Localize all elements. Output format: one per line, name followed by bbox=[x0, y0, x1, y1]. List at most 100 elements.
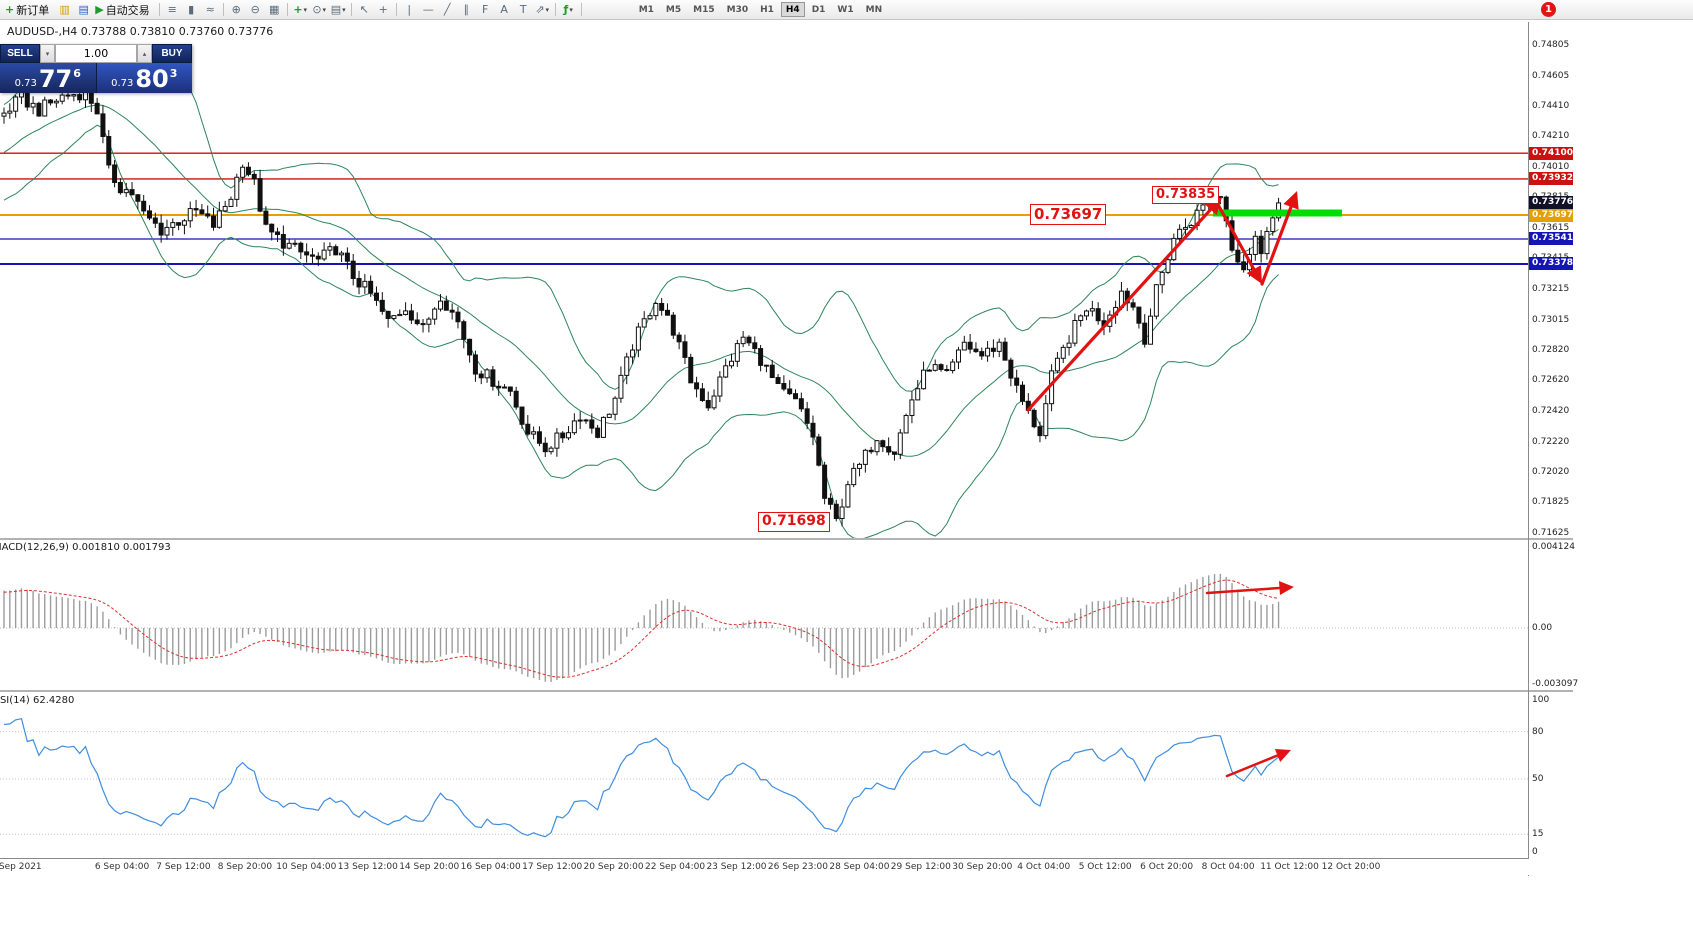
clock-icon: ⊙ bbox=[312, 3, 322, 16]
fibonacci-icon: F bbox=[482, 3, 489, 16]
panel-divider[interactable] bbox=[0, 690, 1573, 692]
bar-chart-button[interactable]: ≡ bbox=[163, 1, 182, 18]
profiles-button[interactable]: ▤ bbox=[74, 1, 93, 18]
timeframe-button-M5[interactable]: M5 bbox=[665, 4, 682, 15]
price-axis-label: 0.72620 bbox=[1532, 375, 1570, 386]
main-toolbar: + 新订单 ▥ ▤ ▶ 自动交易 ≡ ▮ ≈ ⊕ ⊖ ▦ bbox=[0, 0, 1693, 20]
price-axis-label: 0.74805 bbox=[1532, 40, 1570, 50]
price-axis-label: 0.72220 bbox=[1532, 436, 1570, 447]
price-chart[interactable] bbox=[0, 22, 1528, 540]
time-axis-label: 14 Sep 20:00 bbox=[399, 862, 460, 872]
sell-button[interactable]: SELL bbox=[0, 44, 40, 63]
buy-price-pipette: 3 bbox=[169, 67, 178, 80]
new-chart-button[interactable]: + ▾ bbox=[291, 1, 310, 18]
zoom-out-button[interactable]: ⊖ bbox=[246, 1, 265, 18]
rsi-axis-level: 50 bbox=[1532, 774, 1544, 784]
price-marker-resistance-line: 0.74100 bbox=[1529, 146, 1573, 160]
price-axis: 0.748050.746050.744100.742100.740100.738… bbox=[1529, 0, 1578, 945]
vertical-line-button[interactable]: | bbox=[400, 1, 419, 18]
trendline-button[interactable]: ╱ bbox=[438, 1, 457, 18]
arrow-tools-button[interactable]: ⇗ ▾ bbox=[533, 1, 552, 18]
notification-badge[interactable]: 1 bbox=[1541, 2, 1556, 17]
buy-price-prefix: 0.73 bbox=[111, 78, 134, 89]
rsi-panel[interactable] bbox=[0, 692, 1528, 858]
cursor-icon: ↖ bbox=[359, 3, 369, 16]
toolbar-separator bbox=[222, 3, 224, 16]
price-callout-0.71698[interactable]: 0.71698 bbox=[758, 512, 830, 532]
panel-divider[interactable] bbox=[0, 538, 1573, 540]
time-axis-label: 30 Sep 20:00 bbox=[952, 862, 1013, 872]
new-order-button[interactable]: + 新订单 bbox=[3, 1, 55, 18]
timeframe-button-M30[interactable]: M30 bbox=[726, 4, 749, 15]
chart-window-button[interactable]: ▥ bbox=[55, 1, 74, 18]
rsi-value: 62.4280 bbox=[32, 695, 75, 706]
price-marker-support-line: 0.73378 bbox=[1529, 257, 1573, 271]
time-axis-label: 6 Sep 04:00 bbox=[94, 862, 150, 872]
price-axis-label: 0.72820 bbox=[1532, 344, 1570, 355]
time-axis-label: 6 Oct 20:00 bbox=[1140, 862, 1194, 872]
price-axis-label: 0.73615 bbox=[1532, 222, 1570, 233]
volume-input[interactable] bbox=[55, 44, 137, 63]
timeframe-button-M15[interactable]: M15 bbox=[693, 4, 715, 15]
timeframe-button-W1[interactable]: W1 bbox=[837, 4, 854, 15]
zoom-in-button[interactable]: ⊕ bbox=[227, 1, 246, 18]
macd-name: MACD(12,26,9) bbox=[0, 542, 69, 553]
toolbar-separator bbox=[350, 3, 352, 16]
indicators-button[interactable]: ƒ ▾ bbox=[559, 1, 578, 18]
volume-up-button[interactable]: ▴ bbox=[137, 44, 152, 63]
sell-price-display[interactable]: 0.73 77 6 bbox=[0, 63, 97, 93]
candlestick-button[interactable]: ▮ bbox=[182, 1, 201, 18]
crosshair-button[interactable]: + bbox=[374, 1, 393, 18]
volume-down-button[interactable]: ▾ bbox=[40, 44, 55, 63]
buy-price-display[interactable]: 0.73 80 3 bbox=[96, 63, 192, 94]
price-axis-label: 0.74605 bbox=[1532, 70, 1570, 81]
time-axis-label: 10 Sep 04:00 bbox=[276, 862, 337, 872]
channel-button[interactable]: ∥ bbox=[457, 1, 476, 18]
chevron-down-icon: ▾ bbox=[545, 5, 550, 14]
chevron-down-icon: ▾ bbox=[322, 5, 327, 14]
auto-trading-label: 自动交易 bbox=[105, 3, 150, 17]
price-marker-current-price: 0.73776 bbox=[1529, 196, 1573, 210]
templates-icon: ▤ bbox=[330, 3, 342, 16]
timeframe-button-M1[interactable]: M1 bbox=[638, 4, 654, 15]
templates-button[interactable]: ▤ ▾ bbox=[329, 1, 348, 18]
timeframe-button-MN[interactable]: MN bbox=[865, 4, 883, 15]
horizontal-line-button[interactable]: — bbox=[419, 1, 438, 18]
time-axis-label: 13 Sep 12:00 bbox=[337, 862, 398, 872]
timeframe-button-D1[interactable]: D1 bbox=[811, 4, 826, 15]
toolbar-separator bbox=[158, 3, 160, 16]
clock-button[interactable]: ⊙ ▾ bbox=[310, 1, 329, 18]
auto-trading-button[interactable]: ▶ 自动交易 bbox=[93, 1, 155, 18]
time-axis-label: 26 Sep 23:00 bbox=[767, 862, 828, 872]
price-axis-label: 0.74410 bbox=[1532, 100, 1570, 111]
buy-price-big: 80 bbox=[135, 65, 169, 94]
price-callout-0.73835[interactable]: 0.73835 bbox=[1152, 186, 1220, 205]
macd-panel[interactable] bbox=[0, 540, 1528, 690]
price-axis-label: 0.73215 bbox=[1532, 284, 1570, 294]
fibonacci-button[interactable]: F bbox=[476, 1, 495, 18]
line-chart-button[interactable]: ≈ bbox=[201, 1, 220, 18]
chart-ohlc-title: AUDUSD-,H4 0.73788 0.73810 0.73760 0.737… bbox=[7, 25, 274, 38]
chevron-down-icon: ▾ bbox=[342, 5, 346, 14]
time-axis-label: 29 Sep 12:00 bbox=[890, 862, 951, 872]
time-axis-label: 22 Sep 04:00 bbox=[645, 862, 706, 872]
zoom-in-icon: ⊕ bbox=[231, 3, 241, 16]
sell-price-big: 77 bbox=[38, 65, 73, 94]
sell-price-prefix: 0.73 bbox=[14, 78, 37, 89]
time-axis-label: 28 Sep 04:00 bbox=[829, 862, 890, 872]
text-label-button[interactable]: T bbox=[514, 1, 533, 18]
timeframe-button-H1[interactable]: H1 bbox=[760, 4, 774, 15]
price-axis-label: 0.74210 bbox=[1532, 131, 1570, 142]
toolbar-separator bbox=[554, 3, 556, 16]
trade-panel-prices: 0.73 77 6 0.73 80 3 bbox=[0, 63, 192, 93]
time-axis-label: 11 Oct 12:00 bbox=[1260, 862, 1319, 872]
cursor-button[interactable]: ↖ bbox=[355, 1, 374, 18]
buy-button[interactable]: BUY bbox=[152, 44, 192, 63]
rsi-axis-level: 0 bbox=[1532, 847, 1538, 857]
text-button[interactable]: A bbox=[495, 1, 514, 18]
tile-windows-button[interactable]: ▦ bbox=[265, 1, 284, 18]
timeframe-button-H4[interactable]: H4 bbox=[780, 2, 805, 17]
toolbar-separator bbox=[580, 3, 582, 16]
price-callout-0.73697[interactable]: 0.73697 bbox=[1030, 204, 1107, 225]
